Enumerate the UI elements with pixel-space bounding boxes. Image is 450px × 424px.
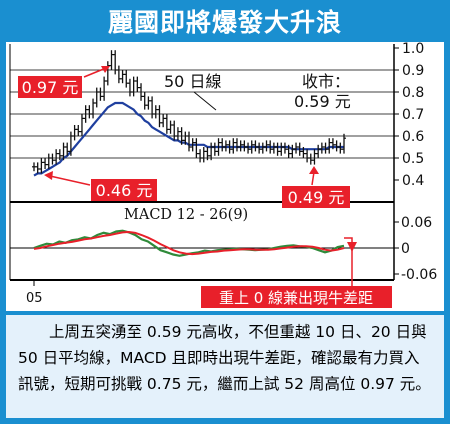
ma50-label: 50 日線 — [164, 72, 221, 91]
low-arrow-head — [44, 171, 53, 180]
high-arrow-line — [83, 67, 107, 78]
x-tick-label: 05 — [26, 291, 43, 306]
macd-note-arrow-head — [347, 242, 357, 252]
low-arrow-line — [49, 175, 91, 186]
high-arrow-head — [101, 66, 110, 73]
macd-note-pointer — [344, 237, 353, 286]
macd-tick-label: 0.06 — [401, 215, 432, 231]
price-tick-label: 0.4 — [402, 173, 424, 189]
recent-low-box — [282, 186, 350, 208]
chart-svg: 1.0 0.9 0.8 0.7 0.6 0.5 0.4 0.06 0 -0.06 50 日線 收… — [9, 42, 437, 308]
price-tick-label: 0.9 — [402, 63, 424, 79]
caption-text: 上周五突湧至 0.59 元高收，不但重越 10 日、20 日與 50 日平均線，… — [18, 323, 431, 393]
high-price-label: 0.97 元 — [22, 78, 79, 97]
recent-low-arrow-head — [309, 166, 319, 174]
low-price-box — [91, 179, 157, 201]
low-price-label: 0.46 元 — [96, 181, 153, 200]
signal-line — [33, 230, 345, 256]
chart-panel: 1.0 0.9 0.8 0.7 0.6 0.5 0.4 0.06 0 -0.06 50 日線 收… — [6, 42, 444, 311]
price-tick-label: 0.5 — [402, 151, 424, 167]
ma50-pointer — [193, 91, 217, 111]
title-bar: 麗國即將爆發大升浪 — [0, 0, 450, 42]
close-label: 收市： — [302, 72, 350, 91]
macd-tick-label: -0.06 — [401, 267, 437, 283]
high-price-box — [18, 76, 82, 98]
price-tick-label: 0.8 — [402, 85, 424, 101]
recent-low-label: 0.49 元 — [288, 188, 345, 207]
macd-title: MACD 12 - 26(9) — [124, 207, 248, 223]
close-value: 0.59 元 — [294, 92, 351, 111]
price-tick-label: 0.6 — [402, 129, 424, 145]
macd-note-box — [201, 286, 392, 308]
caption-box: 上周五突湧至 0.59 元高收，不但重越 10 日、20 日與 50 日平均線，… — [6, 315, 444, 418]
price-tick-label: 1.0 — [402, 42, 424, 57]
chart-title: 麗國即將爆發大升浪 — [107, 8, 342, 37]
price-tick-label: 0.7 — [402, 107, 424, 123]
macd-line — [33, 229, 345, 257]
recent-low-arrow-line — [311, 171, 315, 186]
macd-note: 重上 0 線兼出現牛差距 — [219, 289, 373, 307]
macd-tick-label: 0 — [401, 241, 410, 257]
